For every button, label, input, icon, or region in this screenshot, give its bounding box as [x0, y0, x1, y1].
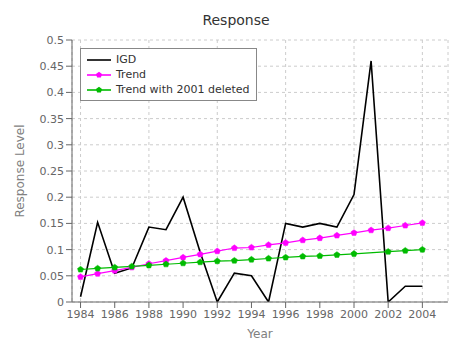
- svg-text:0.4: 0.4: [47, 86, 65, 99]
- svg-text:1986: 1986: [101, 308, 129, 321]
- svg-text:0: 0: [57, 296, 64, 309]
- html-text:Trend: Trend: [116, 68, 147, 81]
- svg-text:Year: Year: [246, 327, 272, 341]
- svg-text:Response Level: Response Level: [13, 124, 27, 217]
- svg-text:1990: 1990: [169, 308, 197, 321]
- svg-text:1988: 1988: [135, 308, 163, 321]
- html-text:IGD: IGD: [116, 53, 137, 66]
- svg-text:0.5: 0.5: [47, 34, 65, 47]
- svg-text:2004: 2004: [408, 308, 436, 321]
- svg-text:1984: 1984: [67, 308, 95, 321]
- svg-text:0.05: 0.05: [40, 270, 65, 283]
- svg-text:0.3: 0.3: [47, 139, 65, 152]
- svg-text:2000: 2000: [340, 308, 368, 321]
- svg-text:1992: 1992: [203, 308, 231, 321]
- svg-text:1994: 1994: [237, 308, 265, 321]
- svg-text:0.35: 0.35: [40, 113, 65, 126]
- svg-text:0.45: 0.45: [40, 60, 65, 73]
- svg-text:0.25: 0.25: [40, 165, 65, 178]
- svg-text:1996: 1996: [272, 308, 300, 321]
- svg-text:1998: 1998: [306, 308, 334, 321]
- svg-text:0.15: 0.15: [40, 217, 65, 230]
- svg-text:0.1: 0.1: [47, 244, 65, 257]
- svg-text:0.2: 0.2: [47, 191, 65, 204]
- svg-text:2002: 2002: [374, 308, 402, 321]
- html-text:Trend with 2001 deleted: Trend with 2001 deleted: [116, 83, 250, 96]
- html-text:Response: Response: [202, 12, 270, 28]
